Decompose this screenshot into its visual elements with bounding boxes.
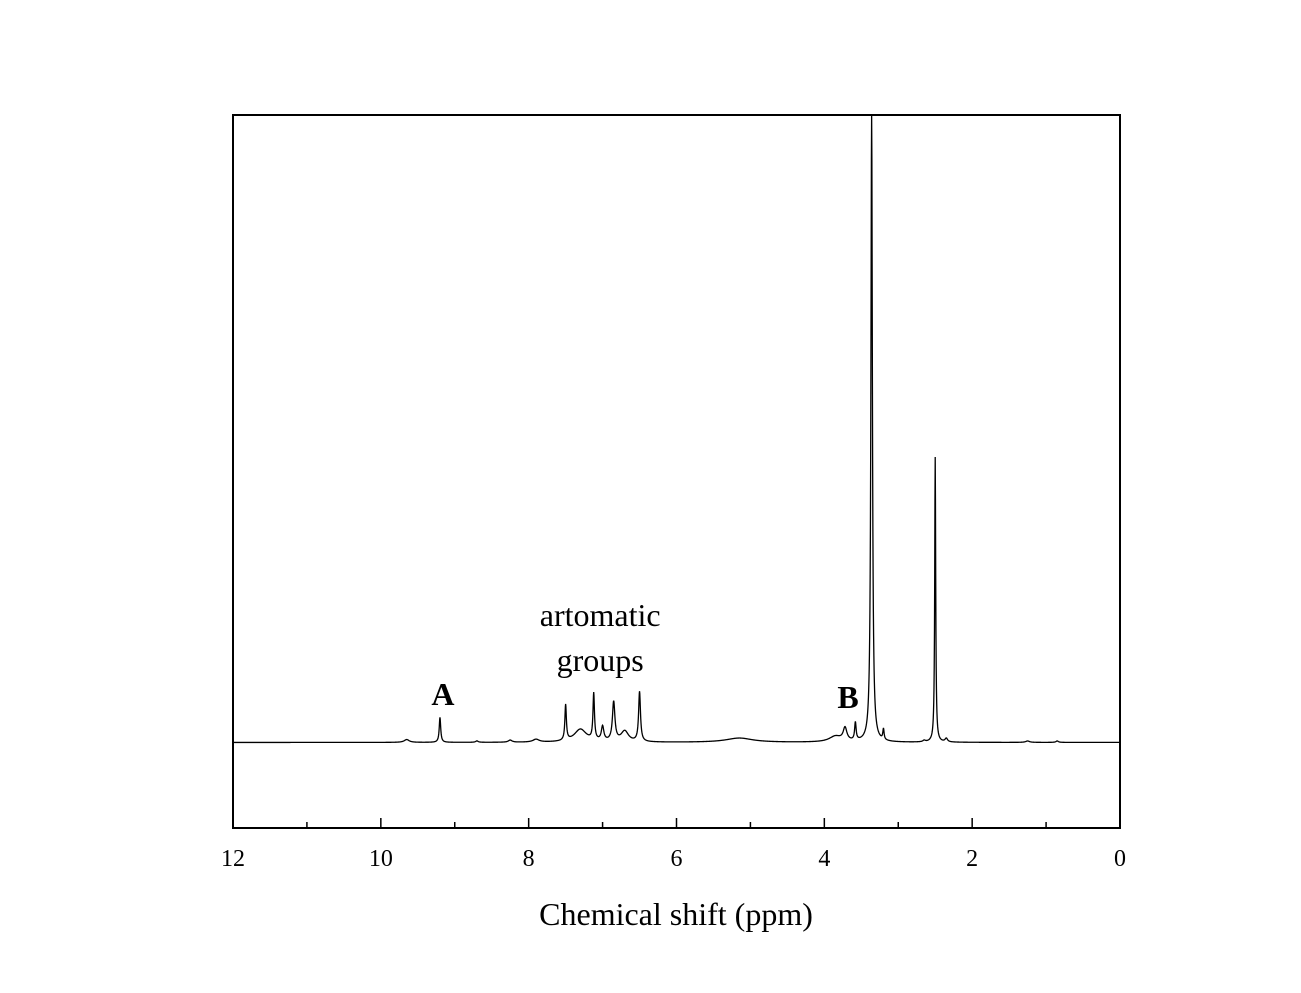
x-tick-label: 12 [221, 846, 245, 872]
x-tick-label: 2 [966, 846, 978, 872]
x-axis-title: Chemical shift (ppm) [539, 896, 813, 932]
annotation-a: A [431, 676, 454, 712]
annotation-groups: groups [557, 642, 644, 678]
x-tick-label: 0 [1114, 846, 1126, 872]
x-axis-ticks [232, 818, 1121, 828]
spectrum-line [233, 114, 1120, 744]
plot-frame [232, 114, 1121, 829]
x-tick-label: 6 [671, 846, 683, 872]
x-axis-tick-labels: 12 10 8 6 4 2 0 [221, 846, 1126, 872]
annotation-artomatic: artomatic [540, 597, 661, 633]
x-tick-label: 8 [523, 846, 535, 872]
x-tick-label: 4 [818, 846, 830, 872]
x-tick-label: 10 [369, 846, 393, 872]
annotation-b: B [837, 679, 858, 715]
